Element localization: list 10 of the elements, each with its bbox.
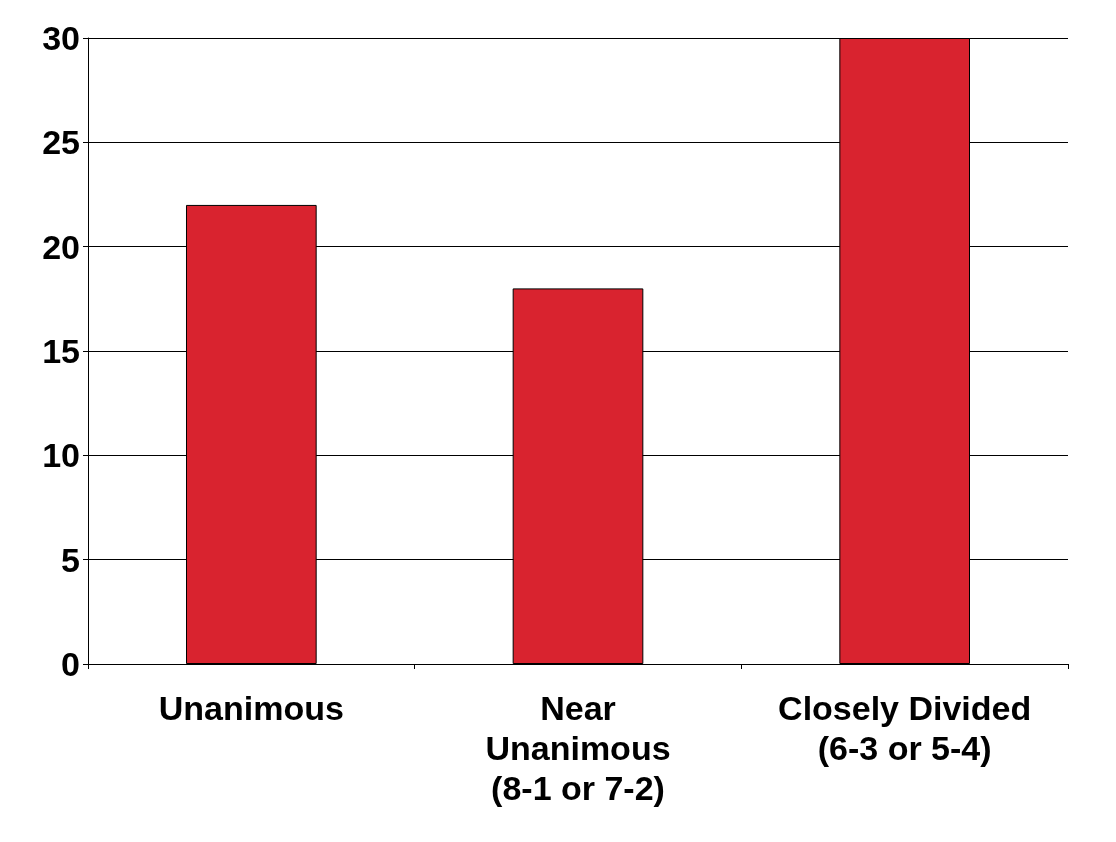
y-tick-label: 5: [61, 540, 80, 579]
y-tick-label: 10: [42, 436, 80, 475]
x-tick-label: Closely Divided (6-3 or 5-4): [778, 689, 1032, 767]
y-tick-label: 0: [61, 645, 80, 683]
y-tick-label: 20: [42, 227, 80, 266]
y-tick-label: 30: [42, 19, 80, 57]
y-tick-label: 25: [42, 123, 80, 162]
x-tick-label: Near Unanimous (8-1 or 7-2): [485, 689, 671, 807]
x-tick-label: Unanimous: [158, 689, 344, 727]
y-tick-label: 15: [42, 332, 80, 370]
